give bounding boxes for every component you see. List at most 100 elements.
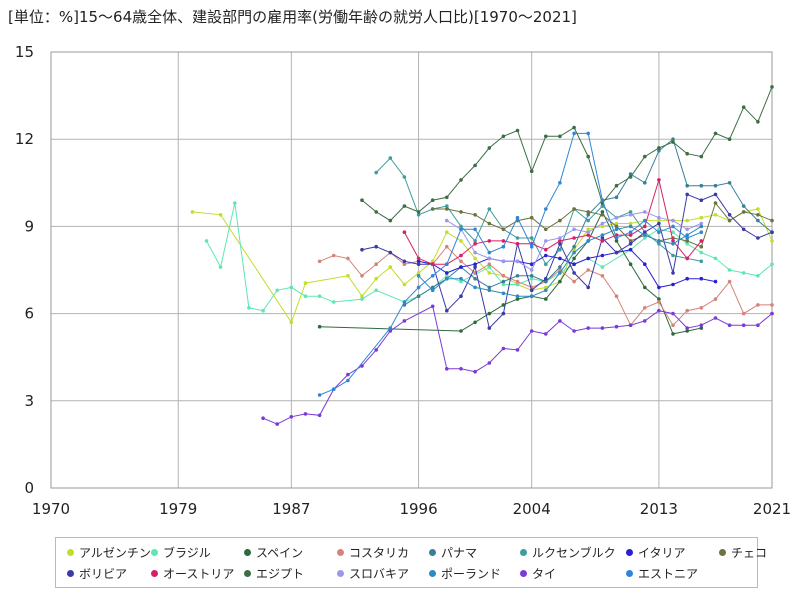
legend-item: ルクセンブルク <box>520 544 616 561</box>
data-point <box>586 239 590 243</box>
data-point <box>317 324 322 329</box>
data-point <box>671 323 675 328</box>
data-point <box>586 326 590 330</box>
data-point <box>473 163 477 168</box>
data-point <box>614 221 619 226</box>
data-point <box>727 279 732 284</box>
y-tick-label: 6 <box>24 305 34 323</box>
data-point <box>572 227 576 232</box>
data-point <box>416 262 421 267</box>
legend-item: エジプト <box>244 565 304 582</box>
data-point <box>529 236 534 240</box>
legend-marker <box>429 549 436 556</box>
series-line <box>262 305 773 425</box>
legend-label: タイ <box>532 567 557 581</box>
data-point <box>600 204 605 208</box>
data-point <box>360 294 364 299</box>
data-point <box>643 154 647 159</box>
data-point <box>402 175 407 179</box>
data-point <box>360 198 364 202</box>
data-point <box>699 198 704 202</box>
legend-marker <box>244 570 251 577</box>
data-point <box>544 227 548 232</box>
data-point <box>459 239 463 243</box>
data-point <box>586 233 590 237</box>
data-point <box>317 393 322 397</box>
data-point <box>303 294 308 299</box>
data-point <box>529 215 534 220</box>
data-point <box>558 247 562 252</box>
data-point <box>473 285 477 290</box>
data-point <box>643 319 647 323</box>
data-point <box>501 134 506 139</box>
data-point <box>402 300 407 304</box>
data-point <box>459 279 463 284</box>
data-point <box>643 218 647 223</box>
data-point <box>699 259 704 264</box>
data-point <box>699 244 704 249</box>
x-tick-label: 2013 <box>640 500 678 518</box>
data-point <box>430 207 435 211</box>
data-point <box>473 250 477 255</box>
data-point <box>558 319 562 323</box>
data-point <box>628 323 633 328</box>
data-point <box>600 236 605 240</box>
data-point <box>529 294 534 299</box>
data-point <box>558 271 562 275</box>
data-point <box>544 239 548 243</box>
data-point <box>388 250 393 255</box>
data-point <box>586 285 590 290</box>
data-point <box>501 279 506 284</box>
data-point <box>515 128 520 133</box>
data-point <box>586 154 590 159</box>
data-point <box>430 259 435 264</box>
data-point <box>657 300 661 304</box>
data-point <box>685 236 689 240</box>
data-point <box>374 244 379 249</box>
data-point <box>770 262 774 267</box>
data-point <box>501 346 506 351</box>
data-point <box>713 316 718 320</box>
data-point <box>487 288 492 293</box>
legend-marker <box>151 570 158 577</box>
data-point <box>614 183 619 188</box>
data-point <box>572 271 576 275</box>
data-point <box>614 224 619 229</box>
data-point <box>544 262 548 267</box>
data-point <box>643 306 647 310</box>
data-point <box>529 329 534 333</box>
data-point <box>586 218 590 223</box>
data-point <box>657 242 661 246</box>
data-point <box>628 224 633 229</box>
data-point <box>445 244 449 249</box>
data-point <box>586 256 590 261</box>
data-point <box>685 192 689 197</box>
data-point <box>713 297 718 301</box>
legend-item: チェコ <box>719 544 767 561</box>
legend-marker <box>719 549 726 556</box>
data-point <box>487 256 492 261</box>
data-point <box>572 256 576 261</box>
series-line <box>403 177 702 265</box>
data-point <box>572 131 576 136</box>
data-point <box>685 151 689 156</box>
plot-frame <box>50 51 773 489</box>
data-point <box>416 213 421 217</box>
series-11 <box>445 210 704 272</box>
data-point <box>741 204 746 208</box>
series-2 <box>317 210 704 336</box>
series-line <box>375 157 702 266</box>
data-point <box>558 134 562 139</box>
data-point <box>756 120 760 124</box>
data-point <box>473 320 477 325</box>
data-point <box>657 215 661 220</box>
data-point <box>317 413 322 418</box>
series-13 <box>261 304 774 426</box>
data-point <box>445 274 449 278</box>
data-point <box>515 279 520 284</box>
data-point <box>713 279 718 284</box>
data-point <box>445 207 449 211</box>
data-point <box>331 300 336 304</box>
data-point <box>501 311 506 316</box>
